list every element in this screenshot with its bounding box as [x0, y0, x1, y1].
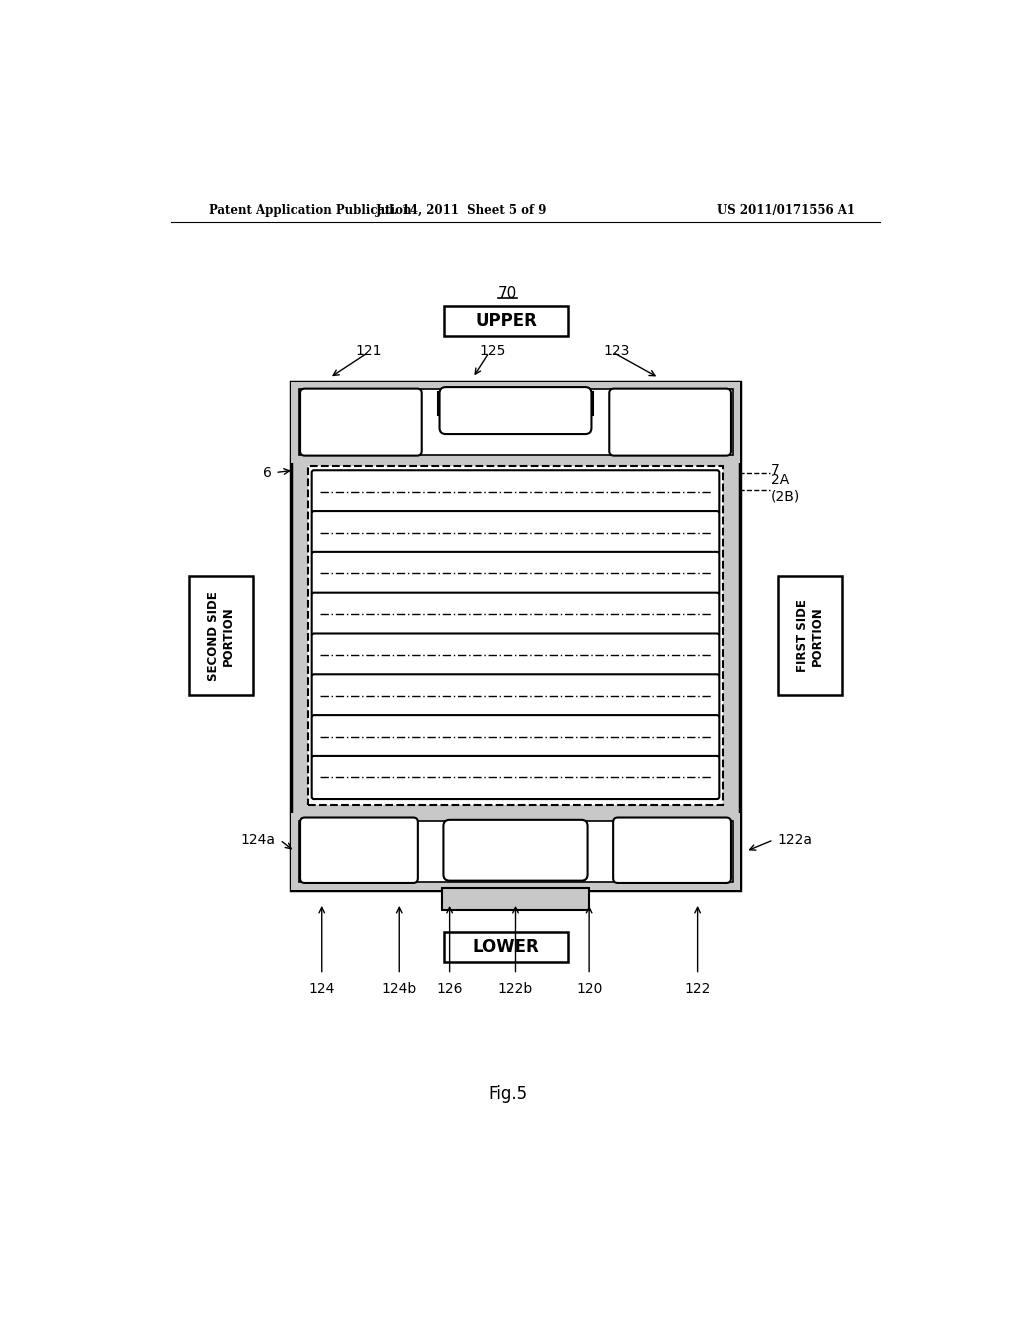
Text: Jul. 14, 2011  Sheet 5 of 9: Jul. 14, 2011 Sheet 5 of 9 — [376, 205, 547, 218]
Text: LOWER: LOWER — [473, 939, 540, 956]
Text: 126: 126 — [436, 982, 463, 997]
Bar — [778, 576, 842, 696]
FancyBboxPatch shape — [311, 715, 719, 758]
Text: SECOND SIDE
PORTION: SECOND SIDE PORTION — [207, 591, 234, 681]
Text: 124: 124 — [308, 982, 335, 997]
FancyBboxPatch shape — [311, 675, 719, 718]
FancyBboxPatch shape — [300, 817, 418, 883]
FancyBboxPatch shape — [443, 820, 588, 880]
Text: Fig.5: Fig.5 — [488, 1085, 527, 1104]
Text: 7: 7 — [771, 463, 780, 478]
Bar — [308, 466, 723, 805]
Bar — [438, 392, 593, 414]
Bar — [442, 888, 589, 909]
FancyBboxPatch shape — [311, 634, 719, 677]
Text: 124b: 124b — [382, 982, 417, 997]
Bar — [291, 381, 740, 890]
FancyBboxPatch shape — [300, 388, 422, 455]
FancyBboxPatch shape — [311, 756, 719, 799]
Bar — [189, 576, 253, 696]
Bar — [291, 381, 740, 462]
Text: 124a: 124a — [241, 833, 275, 847]
Bar — [299, 389, 732, 455]
Bar — [444, 306, 568, 335]
Bar — [291, 813, 740, 890]
FancyBboxPatch shape — [439, 387, 592, 434]
Text: 121: 121 — [355, 345, 382, 358]
Text: 2A
(2B): 2A (2B) — [771, 473, 801, 503]
Text: FIRST SIDE
PORTION: FIRST SIDE PORTION — [796, 599, 824, 672]
Bar — [444, 932, 568, 961]
FancyBboxPatch shape — [311, 470, 719, 513]
FancyBboxPatch shape — [311, 511, 719, 554]
Text: 122: 122 — [684, 982, 711, 997]
Text: 122a: 122a — [777, 833, 812, 847]
Text: US 2011/0171556 A1: US 2011/0171556 A1 — [717, 205, 855, 218]
Text: 120: 120 — [575, 982, 602, 997]
Text: 123: 123 — [603, 345, 630, 358]
FancyBboxPatch shape — [311, 593, 719, 636]
Bar — [299, 821, 732, 882]
Text: UPPER: UPPER — [475, 312, 538, 330]
Text: 122b: 122b — [498, 982, 534, 997]
FancyBboxPatch shape — [311, 552, 719, 595]
Text: 6: 6 — [262, 466, 271, 479]
FancyBboxPatch shape — [613, 817, 731, 883]
Text: Patent Application Publication: Patent Application Publication — [209, 205, 412, 218]
Text: 125: 125 — [479, 345, 506, 358]
Text: 70: 70 — [498, 285, 517, 301]
FancyBboxPatch shape — [609, 388, 731, 455]
